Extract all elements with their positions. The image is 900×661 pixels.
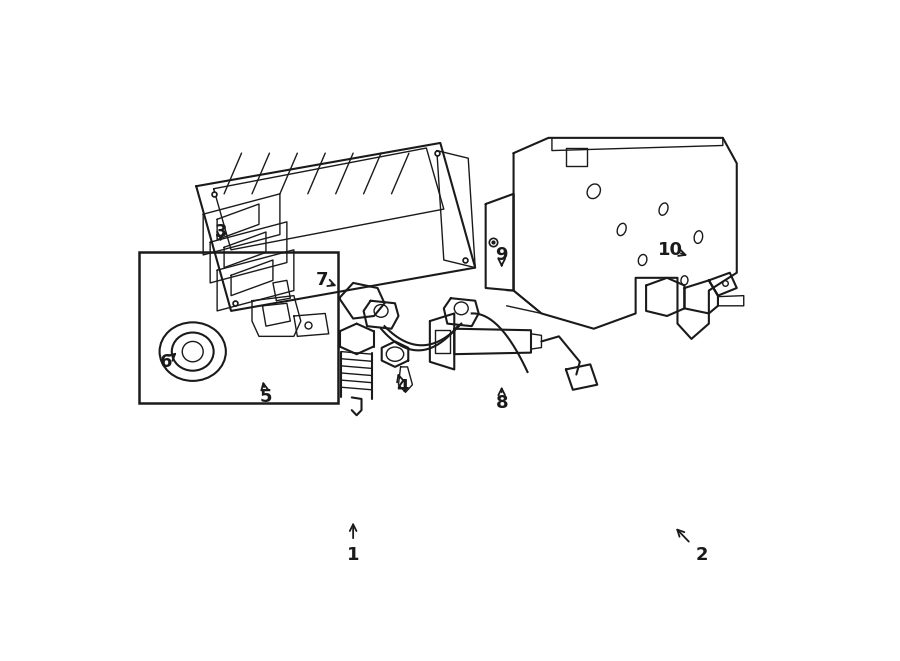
Text: 7: 7: [316, 272, 328, 290]
Text: 3: 3: [214, 223, 227, 241]
Text: 8: 8: [495, 393, 508, 412]
Text: 5: 5: [260, 389, 272, 407]
Bar: [139, 253, 338, 403]
Text: 6: 6: [160, 353, 173, 371]
Text: 2: 2: [696, 546, 708, 564]
Text: 1: 1: [346, 546, 359, 564]
Text: 10: 10: [658, 241, 683, 259]
Text: 9: 9: [496, 246, 508, 264]
Text: 4: 4: [396, 378, 409, 396]
